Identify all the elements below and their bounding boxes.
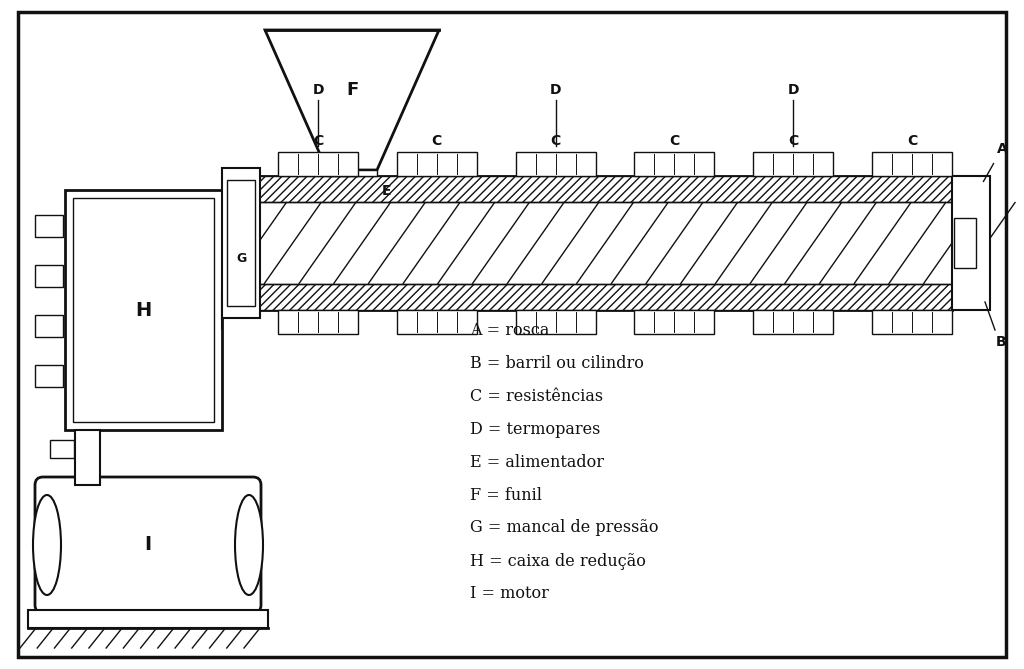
Bar [50, 440, 74, 458]
Text: D: D [787, 83, 799, 97]
Bar [872, 152, 952, 176]
Bar [278, 152, 358, 176]
Text: C: C [551, 134, 561, 148]
Text: C: C [313, 134, 324, 148]
Text: B: B [996, 335, 1007, 349]
Bar [635, 310, 715, 334]
Bar [73, 198, 214, 422]
Bar [227, 180, 255, 306]
Text: C: C [907, 134, 918, 148]
Bar [516, 152, 596, 176]
Polygon shape [265, 30, 439, 170]
Bar [65, 190, 222, 430]
Bar [397, 310, 477, 334]
Bar [954, 218, 976, 268]
Bar [872, 310, 952, 334]
Bar [258, 176, 952, 310]
Text: I: I [144, 535, 152, 555]
Bar [258, 284, 952, 310]
Bar [754, 152, 834, 176]
Bar [35, 215, 63, 237]
Text: A = rosca: A = rosca [470, 322, 549, 339]
Text: C: C [788, 134, 799, 148]
Text: C: C [670, 134, 680, 148]
Ellipse shape [234, 495, 263, 595]
Bar [28, 610, 268, 628]
Bar [952, 176, 990, 310]
Ellipse shape [33, 495, 61, 595]
Text: D: D [312, 83, 324, 97]
Text: A: A [997, 142, 1008, 156]
Text: H: H [135, 300, 152, 320]
Text: F: F [346, 81, 358, 99]
FancyBboxPatch shape [35, 477, 261, 613]
Text: F = funil: F = funil [470, 486, 542, 504]
Text: C: C [432, 134, 442, 148]
Bar [35, 365, 63, 387]
Text: I = motor: I = motor [470, 585, 549, 603]
Bar [397, 152, 477, 176]
Bar [35, 265, 63, 287]
Bar [222, 168, 260, 318]
Text: E: E [382, 184, 391, 198]
Text: E = alimentador: E = alimentador [470, 454, 604, 470]
Bar [635, 152, 715, 176]
Text: C = resistências: C = resistências [470, 387, 603, 405]
Text: G: G [236, 252, 246, 264]
Bar [327, 170, 377, 176]
Bar [754, 310, 834, 334]
Bar [35, 315, 63, 337]
Text: B = barril ou cilindro: B = barril ou cilindro [470, 355, 644, 371]
Bar [75, 430, 100, 485]
Bar [278, 310, 358, 334]
Bar [516, 310, 596, 334]
Text: D = termopares: D = termopares [470, 421, 600, 438]
Text: D: D [550, 83, 561, 97]
Text: G = mancal de pressão: G = mancal de pressão [470, 520, 658, 537]
Bar [258, 176, 952, 202]
Text: H = caixa de redução: H = caixa de redução [470, 553, 646, 569]
